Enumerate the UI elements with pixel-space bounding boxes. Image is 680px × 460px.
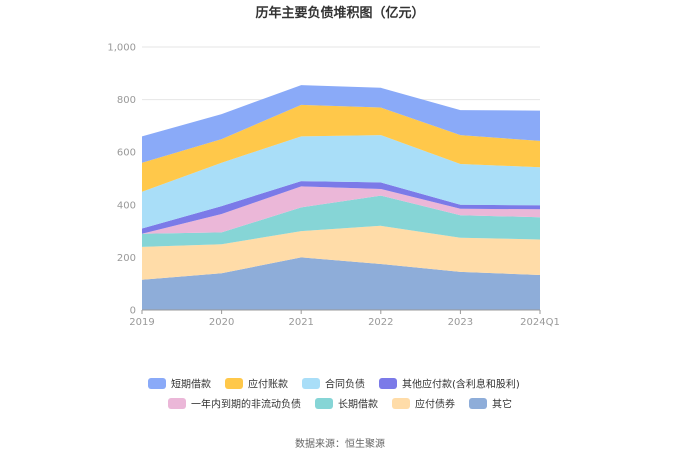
legend-label: 一年内到期的非流动负债 — [191, 398, 301, 411]
legend-item[interactable]: 其它 — [469, 398, 512, 411]
area-一年内到期的非流动负债 — [142, 186, 540, 234]
legend-swatch — [148, 378, 166, 389]
axes: 0 200 400 600 800 1,000 2019 2020 2021 2022 2023 20… — [107, 43, 559, 329]
legend-label: 长期借款 — [338, 398, 378, 411]
legend-swatch — [469, 398, 487, 409]
y-tick-label: 800 — [117, 95, 136, 106]
legend-item[interactable]: 应付账款 — [225, 378, 288, 391]
y-tick-label: 600 — [117, 148, 136, 159]
legend-item[interactable]: 长期借款 — [315, 398, 378, 411]
x-tick-label: 2019 — [129, 317, 154, 328]
area-series — [142, 85, 540, 310]
area-其他应付款(含利息和股利) — [142, 181, 540, 234]
legend-item[interactable]: 合同负债 — [302, 378, 365, 391]
legend-label: 其他应付款(含利息和股利) — [402, 378, 520, 391]
legend-swatch — [168, 398, 186, 409]
legend-label: 短期借款 — [171, 378, 211, 391]
legend-label: 其它 — [492, 398, 512, 411]
source-note: 数据来源：恒生聚源 — [295, 437, 385, 450]
x-tick-label: 2020 — [209, 317, 234, 328]
legend-swatch — [225, 378, 243, 389]
area-长期借款 — [142, 195, 540, 247]
x-tick-label: 2022 — [368, 317, 393, 328]
legend-item[interactable]: 短期借款 — [148, 378, 211, 391]
area-其它 — [142, 257, 540, 310]
y-tick-label: 400 — [117, 200, 136, 211]
area-应付账款 — [142, 104, 540, 192]
legend-item[interactable]: 一年内到期的非流动负债 — [168, 398, 301, 411]
legend-swatch — [315, 398, 333, 409]
y-tick-label: 200 — [117, 253, 136, 264]
legend-item[interactable]: 其他应付款(含利息和股利) — [379, 378, 520, 391]
legend-item[interactable]: 应付债券 — [392, 398, 455, 411]
y-tick-label: 0 — [130, 306, 136, 317]
legend-swatch — [379, 378, 397, 389]
x-tick-label: 2024Q1 — [520, 317, 560, 328]
area-合同负债 — [142, 135, 540, 229]
legend: 短期借款 应付账款 合同负债 其他应付款(含利息和股利) 一年内到期的非流动负债 长期借款… — [148, 378, 520, 411]
chart-title: 历年主要负债堆积图（亿元） — [255, 5, 424, 21]
legend-swatch — [392, 398, 410, 409]
legend-label: 合同负债 — [325, 378, 365, 391]
legend-label: 应付债券 — [415, 398, 455, 411]
x-tick-label: 2023 — [448, 317, 473, 328]
legend-swatch — [302, 378, 320, 389]
area-短期借款 — [142, 85, 540, 163]
area-应付债券 — [142, 225, 540, 280]
x-tick-label: 2021 — [288, 317, 313, 328]
y-tick-label: 1,000 — [107, 43, 136, 54]
legend-label: 应付账款 — [248, 378, 288, 391]
